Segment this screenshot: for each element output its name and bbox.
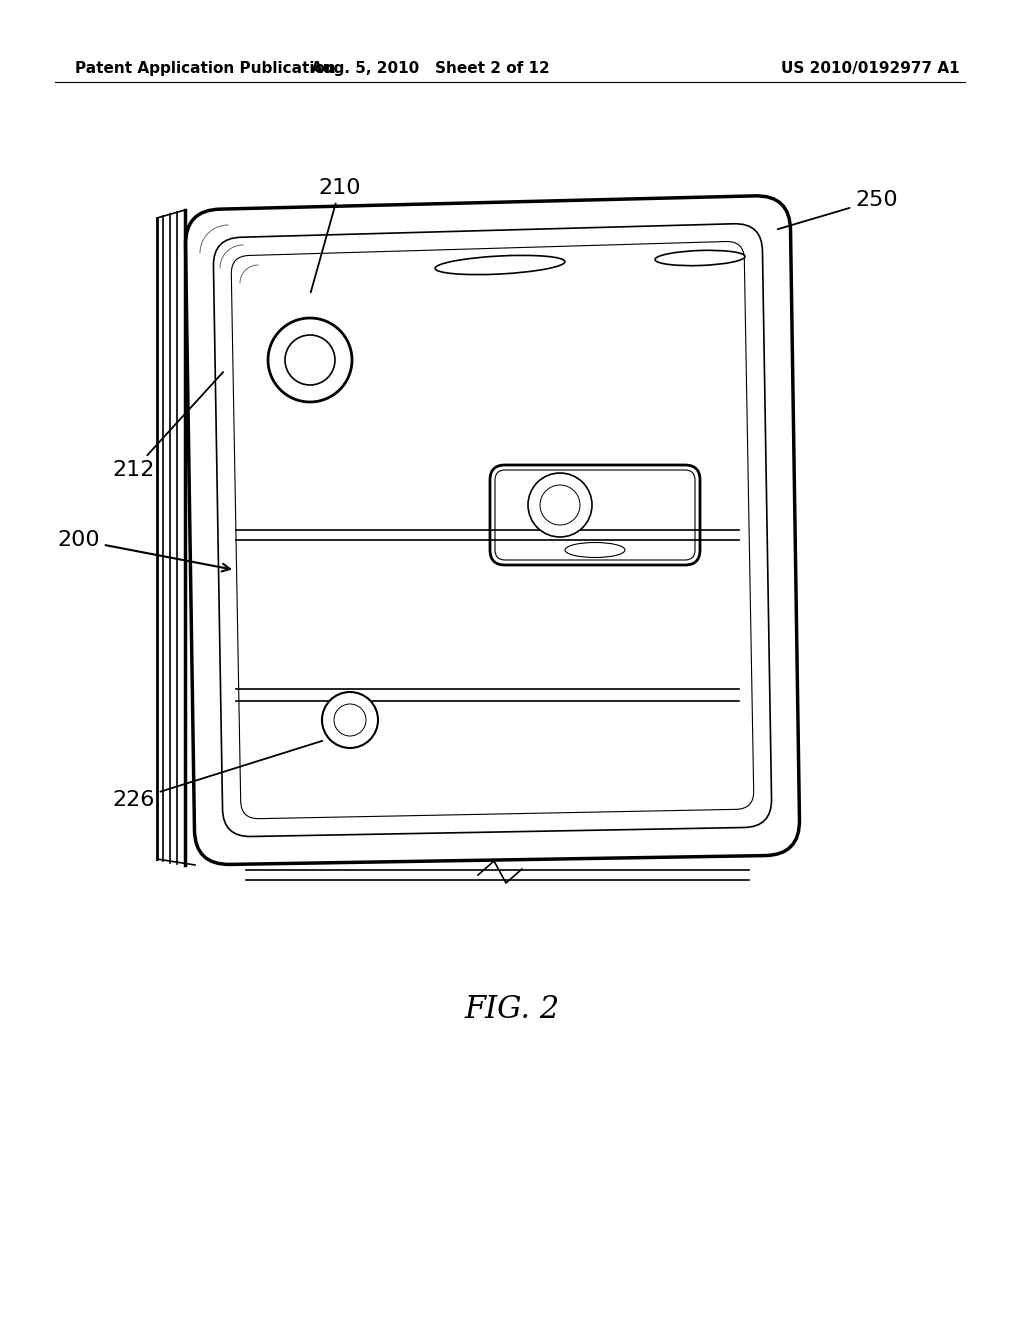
Ellipse shape (655, 251, 745, 265)
Polygon shape (185, 195, 800, 865)
Ellipse shape (565, 543, 625, 557)
Circle shape (334, 704, 366, 737)
Text: 250: 250 (777, 190, 898, 230)
Text: 200: 200 (57, 531, 230, 572)
Circle shape (528, 473, 592, 537)
PathPatch shape (490, 465, 700, 565)
Text: Patent Application Publication: Patent Application Publication (75, 61, 336, 75)
Text: Aug. 5, 2010   Sheet 2 of 12: Aug. 5, 2010 Sheet 2 of 12 (310, 61, 549, 75)
Circle shape (322, 692, 378, 748)
Ellipse shape (435, 255, 565, 275)
Circle shape (285, 335, 335, 385)
Text: 226: 226 (113, 741, 323, 810)
Text: 212: 212 (113, 372, 223, 480)
Text: US 2010/0192977 A1: US 2010/0192977 A1 (780, 61, 959, 75)
Circle shape (540, 484, 580, 525)
Circle shape (268, 318, 352, 403)
Text: 210: 210 (310, 178, 361, 292)
Text: FIG. 2: FIG. 2 (464, 994, 560, 1026)
